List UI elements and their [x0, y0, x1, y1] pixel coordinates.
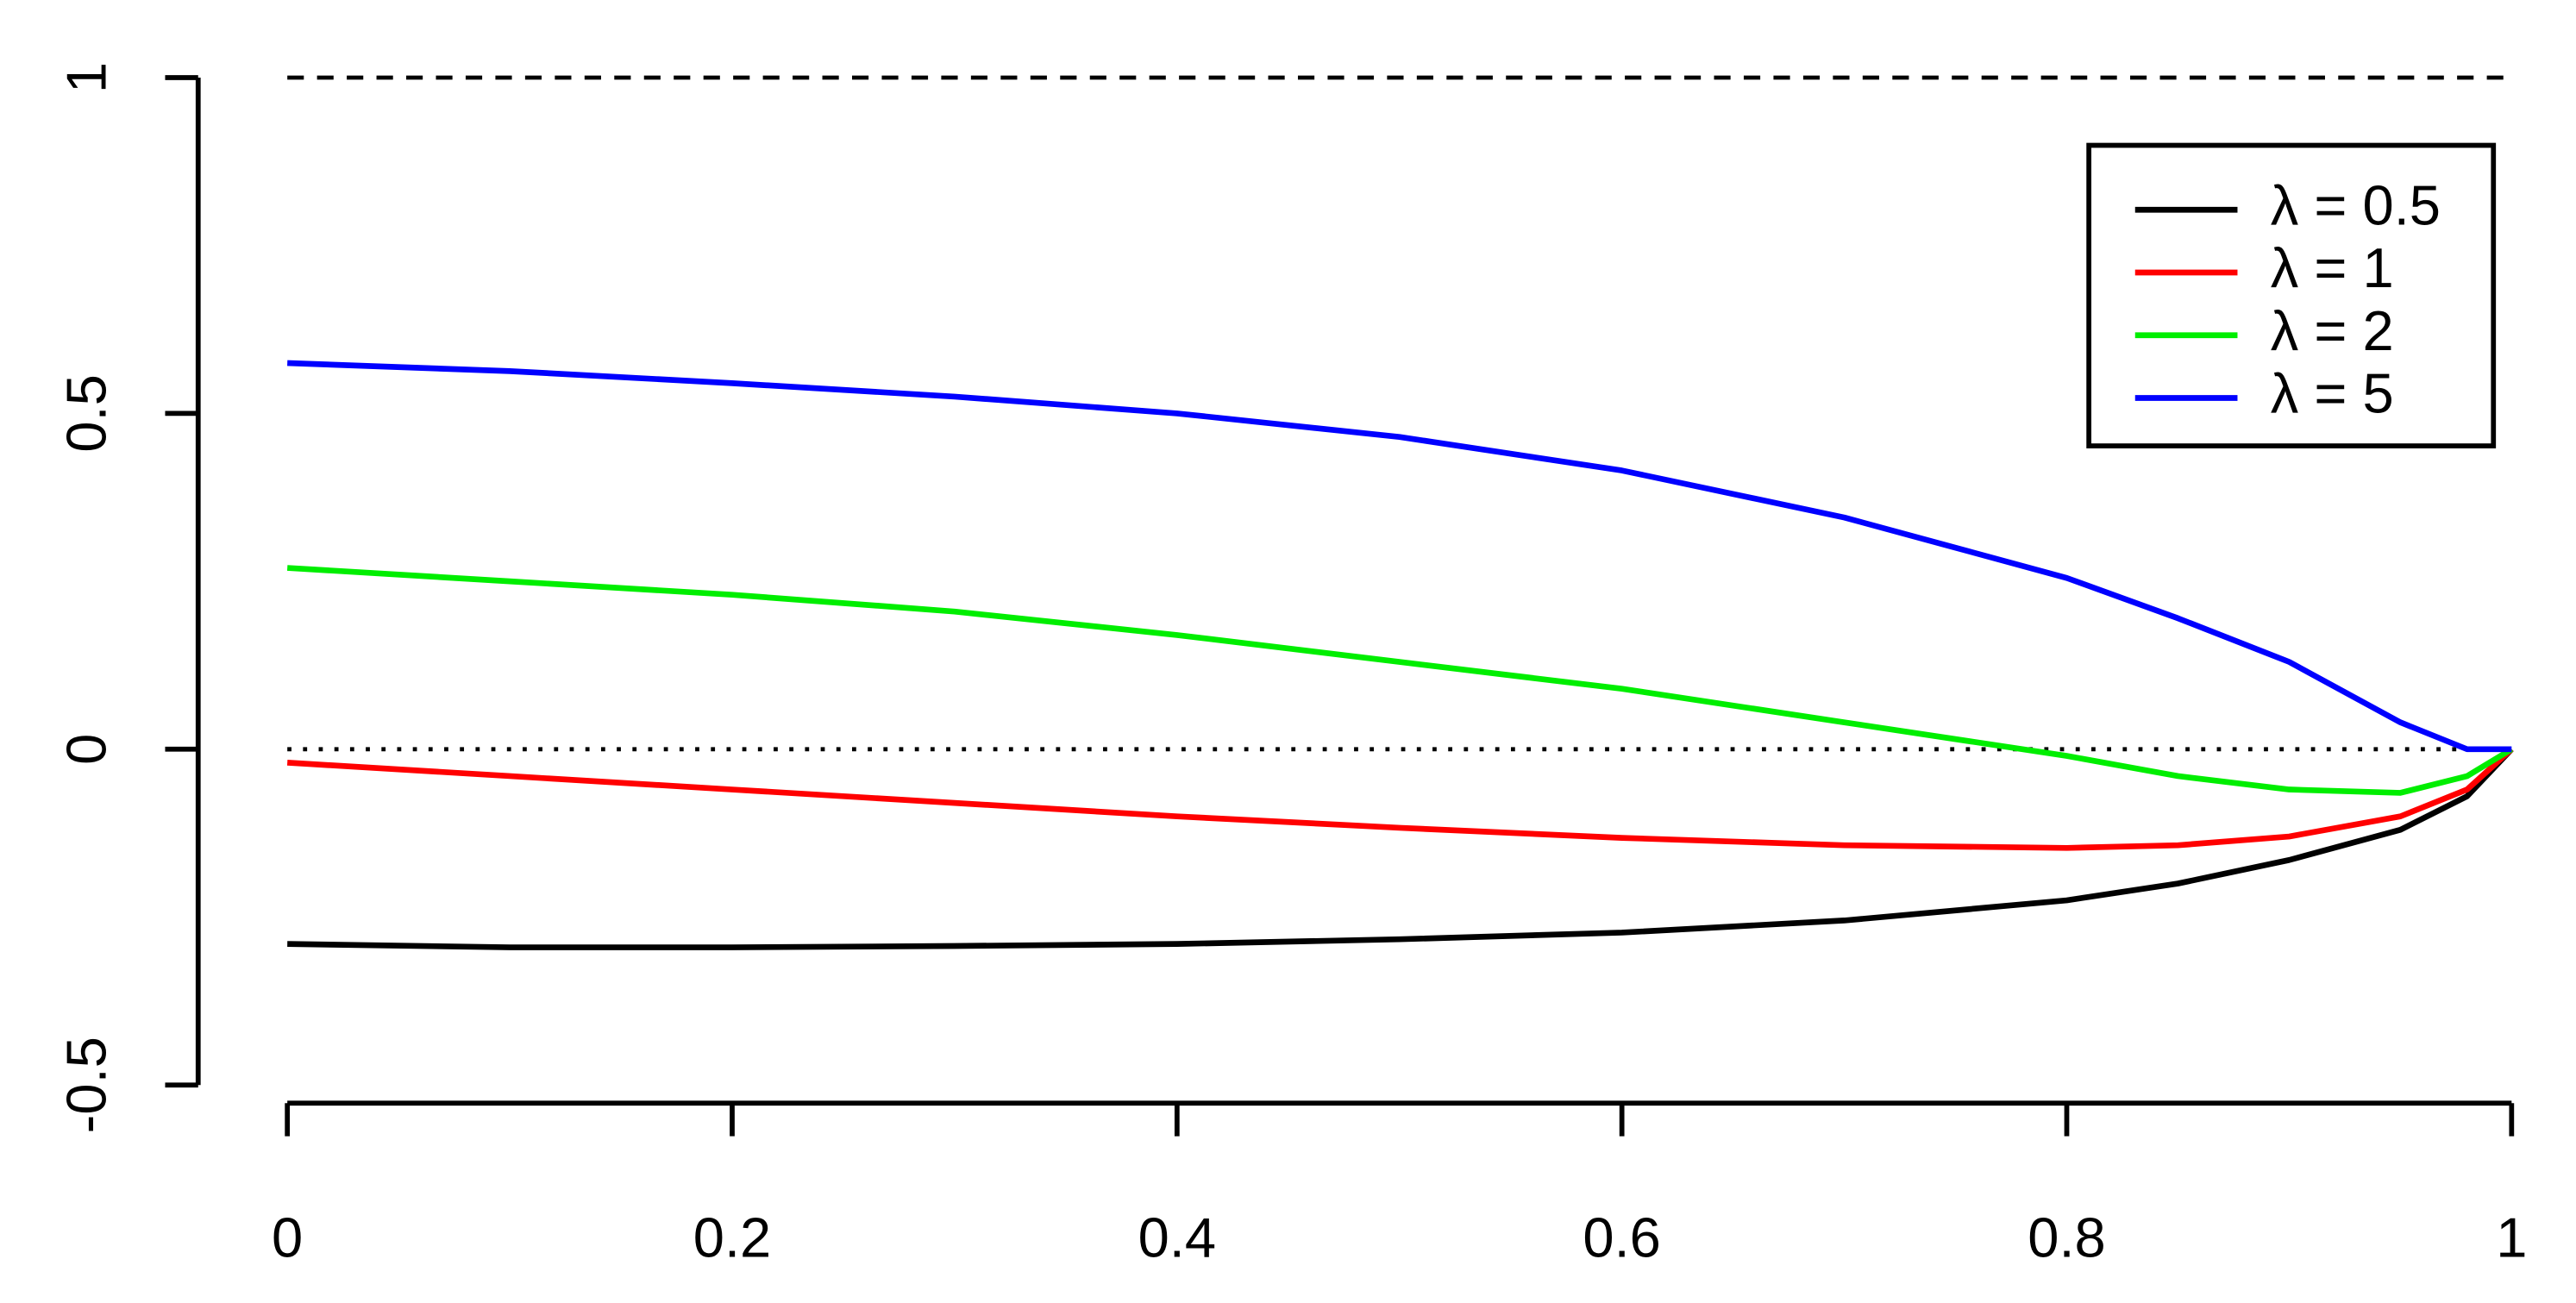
y-tick-label: 1	[55, 62, 118, 93]
x-tick-label: 0.4	[1138, 1206, 1216, 1269]
x-tick-label: 1	[2496, 1206, 2527, 1269]
series-line	[286, 565, 2514, 796]
y-tick-label: 0	[55, 734, 118, 765]
x-tick-label: 0.2	[693, 1206, 771, 1269]
x-tick-label: 0.8	[2028, 1206, 2105, 1269]
legend-label: λ = 1	[2271, 236, 2394, 299]
y-tick-label: -0.5	[55, 1037, 118, 1133]
legend-label: λ = 2	[2271, 299, 2394, 362]
legend-label: λ = 0.5	[2271, 173, 2441, 236]
series-line	[287, 360, 2512, 753]
legend-label: λ = 5	[2271, 362, 2394, 425]
series-line	[287, 747, 2514, 950]
series-line	[286, 747, 2514, 851]
x-tick-label: 0.6	[1583, 1206, 1660, 1269]
x-tick-label: 0	[272, 1206, 303, 1269]
y-tick-label: 0.5	[55, 374, 118, 453]
